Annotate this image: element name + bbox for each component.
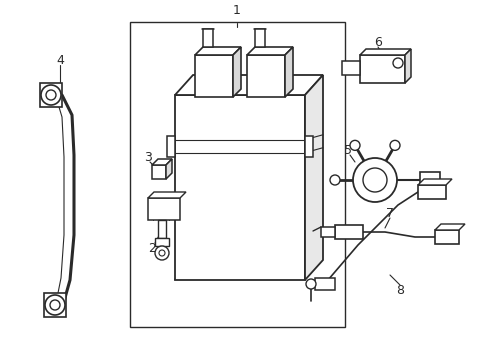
Circle shape [45,295,65,315]
Bar [334,225,362,239]
Polygon shape [404,49,410,83]
Polygon shape [246,47,292,55]
Circle shape [155,246,169,260]
Text: 5: 5 [343,144,351,157]
Polygon shape [434,224,464,230]
Polygon shape [305,136,312,157]
Polygon shape [152,159,172,165]
Bar [314,278,334,290]
Bar [130,22,345,327]
Circle shape [46,90,56,100]
Polygon shape [232,47,241,97]
Polygon shape [417,179,451,185]
Bar [158,220,165,238]
Polygon shape [305,75,323,280]
Circle shape [329,175,339,185]
Circle shape [41,85,61,105]
Bar [419,172,439,188]
Polygon shape [167,136,175,157]
Polygon shape [359,49,410,55]
Circle shape [159,250,164,256]
Circle shape [305,279,315,289]
Bar [40,83,62,107]
Circle shape [362,168,386,192]
Text: 4: 4 [56,54,64,67]
Bar [434,230,458,244]
Polygon shape [175,75,323,95]
Text: 2: 2 [148,242,156,255]
Bar [195,55,232,97]
Polygon shape [165,159,172,179]
Polygon shape [195,47,241,55]
Bar [152,165,165,179]
Bar [341,61,359,75]
Bar [175,95,305,280]
Polygon shape [285,47,292,97]
Polygon shape [148,192,185,198]
Bar [254,29,264,47]
Bar [203,29,213,47]
Text: 8: 8 [395,284,403,297]
Circle shape [389,140,399,150]
Circle shape [352,158,396,202]
Bar [246,55,285,97]
Bar [44,293,66,317]
Bar [417,185,445,199]
Text: 1: 1 [233,4,241,17]
Bar [148,198,180,220]
Text: 3: 3 [144,150,152,163]
Bar [155,238,169,246]
Circle shape [349,140,359,150]
Circle shape [392,58,402,68]
Bar [359,55,404,83]
Text: 7: 7 [385,207,393,220]
Bar [320,227,334,237]
Circle shape [50,300,60,310]
Text: 6: 6 [373,36,381,49]
